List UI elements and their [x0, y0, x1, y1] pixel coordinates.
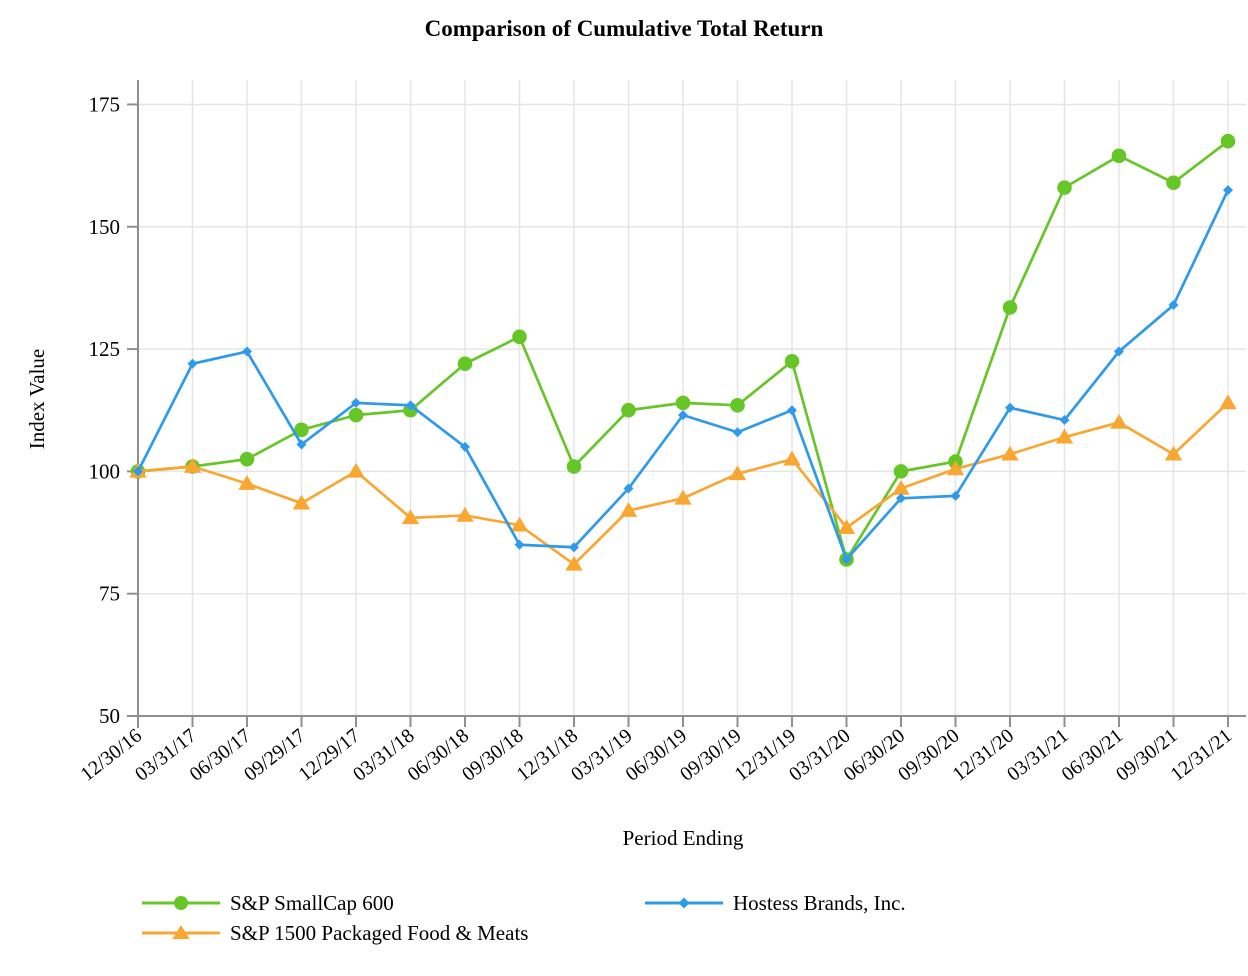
- x-tick-label: 06/30/18: [403, 725, 473, 786]
- series-triangle: [129, 394, 1237, 571]
- chart-title: Comparison of Cumulative Total Return: [424, 16, 824, 41]
- x-tick-label: 12/31/20: [948, 725, 1018, 786]
- y-tick-label: 175: [89, 92, 121, 116]
- x-tick-label: 06/30/19: [621, 725, 691, 786]
- legend-swatch-circle-icon: [142, 896, 220, 910]
- series-diamond: [133, 185, 1233, 565]
- x-tick-label: 12/31/18: [512, 725, 582, 786]
- y-tick-label: 50: [99, 704, 120, 728]
- x-tick-label: 09/30/20: [894, 725, 964, 786]
- x-tick-label: 06/30/17: [185, 725, 255, 786]
- legend-item-hostess-brands: Hostess Brands, Inc.: [645, 890, 906, 916]
- x-tick-label: 03/31/18: [349, 725, 419, 786]
- legend-swatch-triangle-icon: [142, 925, 220, 939]
- y-tick-label: 150: [89, 215, 121, 239]
- x-tick-label: 09/29/17: [240, 725, 310, 786]
- gridlines: [138, 80, 1246, 716]
- x-tick-label: 03/31/17: [131, 725, 201, 786]
- x-tick-label: 12/29/17: [294, 725, 364, 786]
- axes: [127, 80, 1246, 728]
- x-tick-label: 06/30/21: [1057, 725, 1127, 786]
- legend-label: S&P SmallCap 600: [230, 890, 394, 915]
- x-tick-label: 12/31/19: [730, 725, 800, 786]
- legend-item-sp-1500-packaged-food-meats: S&P 1500 Packaged Food & Meats: [142, 920, 528, 946]
- legend-label: Hostess Brands, Inc.: [733, 890, 906, 915]
- x-tick-label: 03/31/20: [785, 725, 855, 786]
- y-tick-label: 75: [99, 582, 120, 606]
- x-tick-label: 03/31/21: [1003, 725, 1073, 786]
- y-tick-label: 125: [89, 337, 121, 361]
- x-tick-label: 09/30/18: [458, 725, 528, 786]
- x-tick-label: 06/30/20: [839, 725, 909, 786]
- y-axis-title: Index Value: [25, 348, 49, 450]
- legend-swatch-diamond-icon: [645, 897, 723, 909]
- x-tick-label: 09/30/19: [676, 725, 746, 786]
- legend-label: S&P 1500 Packaged Food & Meats: [230, 920, 529, 945]
- legend-item-sp-smallcap-600: S&P SmallCap 600: [142, 890, 394, 916]
- x-tick-label: 12/31/21: [1166, 725, 1236, 786]
- x-tick-label: 09/30/21: [1112, 725, 1182, 786]
- x-axis-title: Period Ending: [622, 826, 744, 850]
- y-tick-label: 100: [89, 459, 121, 483]
- chart-legend: S&P SmallCap 600 S&P 1500 Packaged Food …: [0, 888, 1248, 968]
- x-tick-label: 03/31/19: [567, 725, 637, 786]
- x-tick-label: 12/30/16: [76, 725, 146, 786]
